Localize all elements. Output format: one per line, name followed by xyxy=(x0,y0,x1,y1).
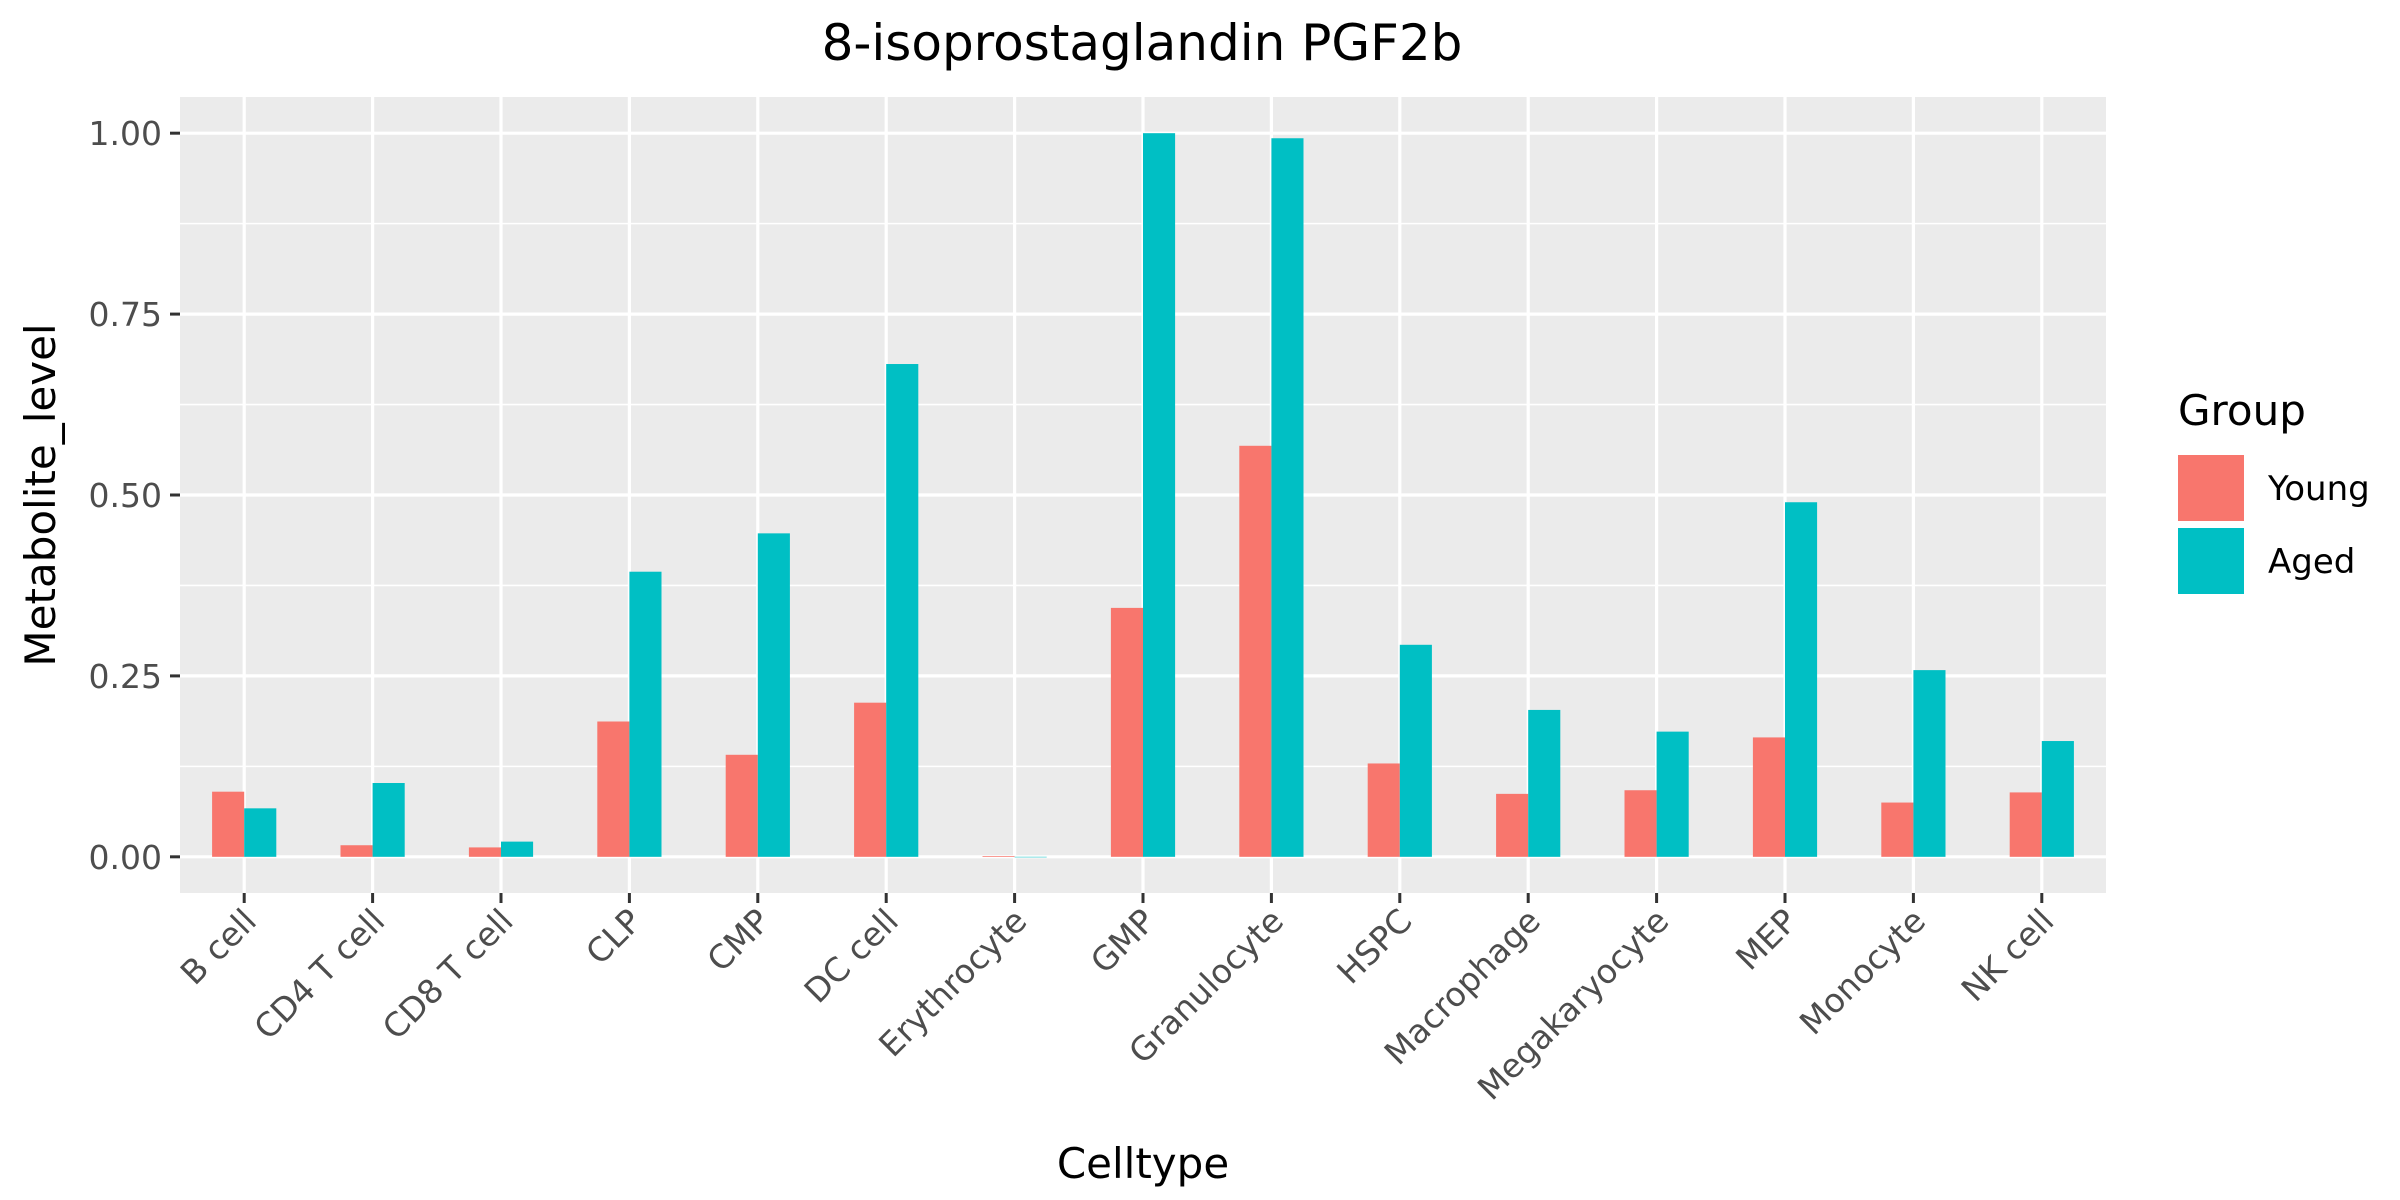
x-tick-label: MEP xyxy=(1728,901,1805,978)
bar-young xyxy=(854,702,887,857)
y-tick-label: 0.00 xyxy=(89,838,162,877)
y-tick-label: 0.25 xyxy=(89,657,162,696)
bar-young xyxy=(1110,607,1143,857)
legend-swatch-aged xyxy=(2178,528,2244,594)
x-tick-label: CD4 T cell xyxy=(246,901,392,1047)
bar-young xyxy=(1624,790,1657,857)
bar-aged xyxy=(1656,731,1689,857)
y-axis: 0.00 0.25 0.50 0.75 1.00 xyxy=(89,114,180,877)
x-tick-label: DC cell xyxy=(796,901,905,1010)
bar-young xyxy=(1752,737,1785,857)
bar-aged xyxy=(886,364,919,857)
bar-aged xyxy=(501,841,534,857)
bar-young xyxy=(1496,793,1529,857)
legend-label-young: Young xyxy=(2267,469,2370,509)
legend: Group Young Aged xyxy=(2178,386,2370,594)
bar-young xyxy=(340,845,373,857)
bar-aged xyxy=(1399,644,1432,857)
bars xyxy=(212,133,2074,858)
legend-label-aged: Aged xyxy=(2268,542,2355,582)
y-tick-label: 0.75 xyxy=(89,295,162,334)
bar-young xyxy=(212,791,245,857)
bar-aged xyxy=(372,783,405,857)
x-tick-label: CMP xyxy=(699,901,777,979)
bar-aged xyxy=(1271,138,1304,857)
x-tick-label: NK cell xyxy=(1954,901,2062,1009)
bar-aged xyxy=(1913,670,1946,857)
legend-items: Young Aged xyxy=(2178,455,2370,594)
x-tick-label: B cell xyxy=(173,901,264,992)
bar-aged xyxy=(757,533,790,857)
x-tick-label: GMP xyxy=(1083,901,1163,981)
bar-aged xyxy=(629,571,662,857)
legend-title: Group xyxy=(2178,386,2306,435)
bar-young xyxy=(597,721,630,857)
x-tick-label: HSPC xyxy=(1329,901,1419,991)
bar-aged xyxy=(1528,709,1561,857)
bar-aged xyxy=(1143,133,1176,857)
bar-aged xyxy=(1785,502,1818,857)
bar-young xyxy=(2009,792,2042,857)
bar-young xyxy=(1239,445,1272,857)
y-tick-label: 1.00 xyxy=(89,114,162,153)
bar-aged xyxy=(2041,741,2074,857)
x-axis-title: Celltype xyxy=(1057,1139,1229,1188)
y-axis-title: Metabolite_level xyxy=(16,323,65,666)
chart-title: 8-isoprostaglandin PGF2b xyxy=(822,14,1463,72)
bar-young xyxy=(1881,802,1914,857)
bar-young xyxy=(468,847,501,857)
bar-young xyxy=(1367,763,1400,857)
x-tick-label: CD8 T cell xyxy=(375,901,521,1047)
bar-aged xyxy=(244,808,277,857)
bar-young xyxy=(725,754,758,857)
y-tick-label: 0.50 xyxy=(89,476,162,515)
legend-swatch-young xyxy=(2178,455,2244,521)
x-tick-label: Monocyte xyxy=(1792,901,1933,1042)
x-tick-label: CLP xyxy=(578,901,649,972)
bar-young xyxy=(982,856,1015,857)
bar-aged xyxy=(1014,856,1047,858)
